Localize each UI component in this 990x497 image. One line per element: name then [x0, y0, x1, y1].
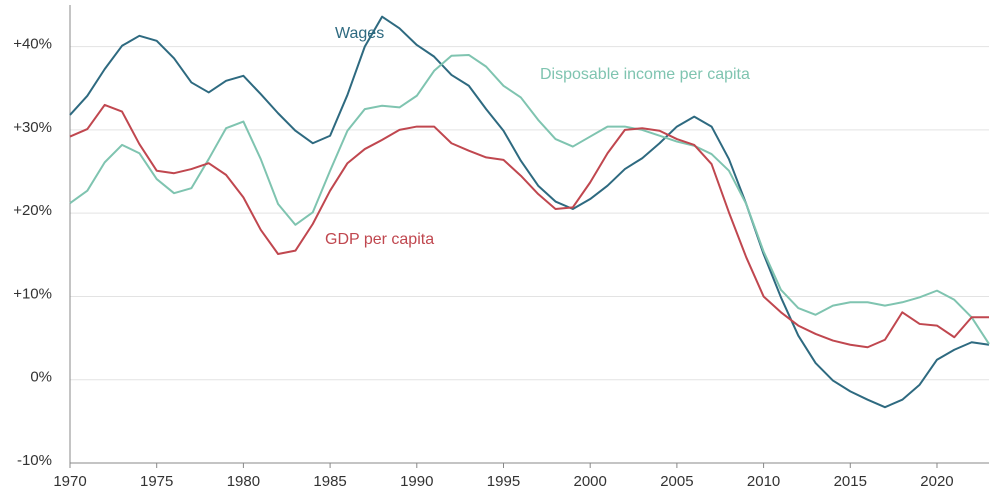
x-tick-label: 1995 — [487, 473, 520, 490]
series-line — [69, 53, 990, 345]
y-tick-label: 0% — [30, 369, 52, 386]
x-tick-label: 2010 — [747, 473, 780, 490]
x-tick-label: 1975 — [140, 473, 173, 490]
y-tick-label: -10% — [17, 452, 52, 469]
series-line — [69, 15, 990, 409]
x-tick-label: 2005 — [660, 473, 693, 490]
y-tick-label: +10% — [13, 285, 52, 302]
x-tick-label: 2020 — [920, 473, 953, 490]
x-tick-label: 1985 — [313, 473, 346, 490]
series-label: Wages — [335, 25, 384, 42]
series-line — [69, 103, 989, 349]
x-tick-label: 1970 — [53, 473, 86, 490]
y-tick-label: +40% — [13, 36, 52, 53]
x-tick-label: 2015 — [834, 473, 867, 490]
x-tick-label: 2000 — [574, 473, 607, 490]
x-tick-label: 1990 — [400, 473, 433, 490]
y-tick-label: +20% — [13, 202, 52, 219]
y-tick-label: +30% — [13, 119, 52, 136]
x-tick-label: 1980 — [227, 473, 260, 490]
series-label: Disposable income per capita — [540, 66, 750, 83]
series-label: GDP per capita — [325, 231, 434, 248]
